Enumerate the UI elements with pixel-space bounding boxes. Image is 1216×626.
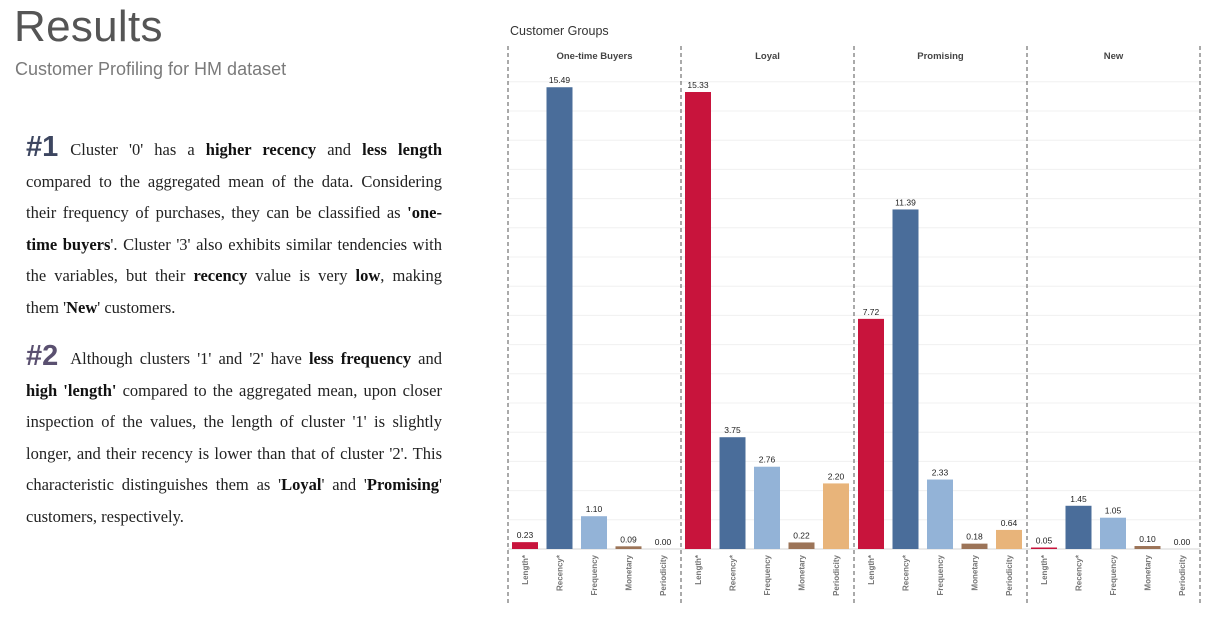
bar-promising-monetary	[961, 543, 988, 549]
data-label: 1.45	[1070, 494, 1087, 504]
data-label: 0.00	[1174, 537, 1191, 547]
x-tick-label: Length*	[867, 554, 876, 585]
insight-number: #2	[26, 340, 59, 372]
bar-loyal-monetary	[788, 542, 815, 549]
x-tick-label: Frequency	[936, 554, 945, 595]
group-header: One-time Buyers	[556, 51, 632, 62]
data-label: 1.05	[1105, 506, 1122, 516]
x-tick-label: Periodicity	[1178, 554, 1187, 595]
data-label: 2.76	[759, 455, 776, 465]
emphasis-text: 'one-time buyers	[26, 203, 442, 254]
x-tick-label: Recency*	[902, 554, 911, 591]
x-tick-label: Monetary	[625, 554, 634, 590]
group-header: Promising	[917, 51, 964, 62]
emphasis-text: recency	[193, 266, 248, 285]
body-text: compared to the aggregated mean of the d…	[26, 171, 442, 223]
body-text: ' customers, respectively.	[26, 475, 442, 526]
group-header: New	[1104, 51, 1124, 62]
data-label: 0.64	[1001, 518, 1018, 528]
x-tick-label: Frequency	[1109, 554, 1118, 595]
x-tick-label: Frequency	[590, 554, 599, 595]
insight-paragraph-1: #1 Cluster '0' has a higher recency and l…	[26, 131, 442, 323]
bar-new-frequency	[1100, 517, 1126, 549]
body-text: ' and '	[321, 475, 367, 494]
bar-one-time-buyers-length	[512, 542, 538, 549]
emphasis-text: higher recency	[205, 140, 317, 159]
x-tick-label: Length*	[694, 554, 703, 585]
body-text: and	[316, 140, 363, 159]
x-tick-label: Periodicity	[1005, 554, 1014, 595]
emphasis-text: Loyal	[281, 475, 322, 494]
page-subtitle: Customer Profiling for HM dataset	[15, 59, 287, 79]
data-label: 15.33	[687, 80, 709, 90]
data-label: 3.75	[724, 425, 741, 435]
x-tick-label: Monetary	[971, 554, 980, 590]
body-text: and	[411, 349, 442, 368]
data-label: 0.10	[1139, 534, 1156, 544]
emphasis-text: less frequency	[308, 349, 412, 368]
bar-loyal-recency	[719, 437, 746, 549]
data-label: 7.72	[863, 307, 880, 317]
bar-promising-periodicity	[996, 529, 1022, 549]
customer-groups-chart: Customer Groups One-time Buyers 0.23 Length…	[507, 24, 1201, 604]
emphasis-text: New	[66, 297, 98, 317]
body-text: ' customers.	[97, 297, 176, 317]
data-label: 0.09	[620, 534, 637, 544]
x-tick-label: Periodicity	[832, 554, 841, 595]
emphasis-text: low	[355, 266, 381, 285]
bar-loyal-length	[685, 92, 711, 550]
body-text: '. Cluster '3' also exhibits similar ten…	[26, 234, 443, 286]
bar-one-time-buyers-monetary	[615, 546, 642, 549]
bar-loyal-frequency	[754, 466, 780, 549]
emphasis-text: high 'length'	[26, 380, 117, 400]
body-text: value is very	[247, 266, 356, 285]
x-tick-label: Monetary	[1144, 554, 1153, 590]
emphasis-text: Promising	[366, 475, 440, 494]
body-text: Although clusters '1' and '2' have	[70, 349, 309, 368]
bar-promising-recency	[892, 209, 919, 550]
body-text: , making them '	[26, 266, 442, 317]
data-label: 0.23	[517, 530, 534, 540]
insight-number: #1	[26, 131, 59, 163]
page-title: Results	[14, 2, 163, 51]
insight-text: Although clusters '1' and '2' have less …	[26, 349, 442, 526]
data-label: 15.49	[549, 75, 571, 85]
data-label: 2.33	[932, 468, 949, 478]
group-header: Loyal	[755, 51, 780, 62]
emphasis-text: less length	[362, 140, 442, 159]
data-label: 1.10	[586, 504, 603, 514]
chart-title: Customer Groups	[510, 24, 609, 38]
bar-new-monetary	[1134, 546, 1161, 549]
x-tick-label: Monetary	[798, 554, 807, 590]
data-label: 2.20	[828, 471, 845, 481]
bar-one-time-buyers-frequency	[581, 516, 607, 549]
x-tick-label: Length*	[1040, 554, 1049, 585]
insight-text: Cluster '0' has a higher recency and les…	[26, 140, 442, 317]
x-tick-label: Recency*	[729, 554, 738, 591]
data-label: 0.00	[655, 537, 672, 547]
data-label: 0.05	[1036, 536, 1053, 546]
bar-new-length	[1031, 547, 1057, 549]
insight-paragraph-2: #2 Although clusters '1' and '2' have les…	[26, 340, 442, 532]
bar-one-time-buyers-recency	[546, 87, 573, 549]
data-label: 0.22	[793, 530, 810, 540]
x-tick-label: Periodicity	[659, 554, 668, 595]
x-tick-label: Frequency	[763, 554, 772, 595]
body-text: Cluster '0' has a	[70, 140, 206, 159]
bar-new-recency	[1065, 505, 1092, 549]
data-label: 11.39	[895, 197, 916, 207]
body-text: compared to the aggregated mean, upon cl…	[26, 380, 442, 495]
data-label: 0.18	[966, 532, 983, 542]
x-tick-label: Length*	[521, 554, 530, 585]
bar-promising-frequency	[927, 479, 953, 549]
bar-promising-length	[858, 318, 884, 549]
bar-loyal-periodicity	[823, 483, 849, 549]
x-tick-label: Recency*	[556, 554, 565, 591]
x-tick-label: Recency*	[1075, 554, 1084, 591]
